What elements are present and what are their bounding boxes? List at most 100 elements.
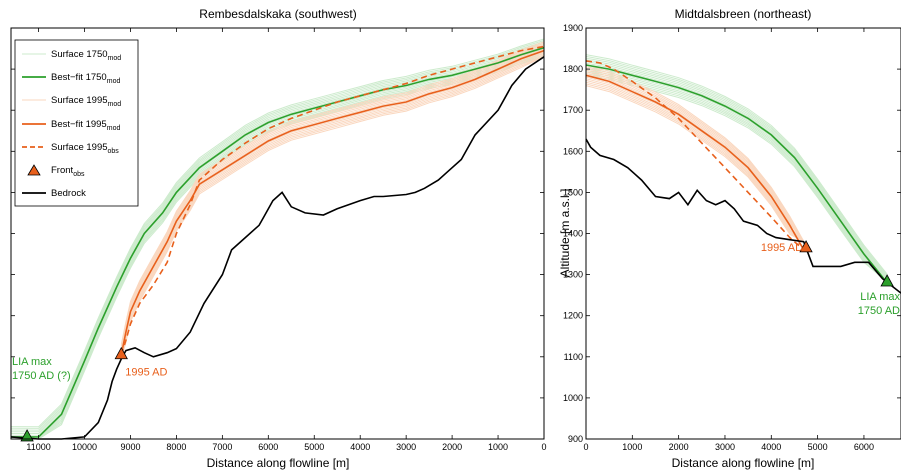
y-tick-label: 1200 bbox=[563, 311, 583, 321]
legend-label-surf1750: Surface 1750mod bbox=[51, 49, 121, 62]
legend-label-surf1995: Surface 1995mod bbox=[51, 95, 121, 108]
series-bedrock bbox=[585, 138, 901, 294]
y-tick-label: 1700 bbox=[563, 105, 583, 115]
ensemble-line bbox=[585, 64, 805, 242]
ensemble-line bbox=[585, 73, 888, 283]
y-axis-label-right: Altitude [m a.s.l.] bbox=[558, 189, 572, 278]
ensemble-line bbox=[120, 41, 545, 345]
y-tick-label: 900 bbox=[568, 434, 583, 444]
y-ticks-left bbox=[11, 68, 544, 399]
ensemble-line bbox=[120, 53, 545, 359]
y-tick-label: 1400 bbox=[563, 229, 583, 239]
ensemble-line bbox=[585, 54, 888, 275]
x-tick-label: 1000 bbox=[488, 442, 508, 452]
series-bedrock bbox=[10, 56, 545, 440]
ensemble-line bbox=[10, 40, 545, 429]
y-tick-label: 1100 bbox=[564, 352, 583, 362]
ensemble-line bbox=[585, 57, 888, 278]
series-layer-left bbox=[10, 45, 545, 440]
x-axis-label-right: Distance along flowline [m] bbox=[672, 456, 815, 470]
front-marker bbox=[880, 274, 894, 287]
series-layer-right bbox=[585, 60, 901, 294]
x-tick-label: 3000 bbox=[396, 442, 416, 452]
ensemble-line bbox=[11, 42, 545, 433]
panel-rembesdalskaka: Rembesdalskaka (southwest) LIA max 1750 A… bbox=[10, 7, 547, 470]
ensemble-line bbox=[120, 56, 545, 360]
ensemble-line bbox=[585, 83, 804, 243]
ensemble-line bbox=[585, 67, 805, 242]
ensemble-line bbox=[585, 69, 805, 242]
ensemble-line bbox=[120, 44, 545, 348]
x-tick-label: 4000 bbox=[350, 442, 370, 452]
x-ticks-left: 11000 10000 9000 8000 7000 6000 5000 4000 3000 20… bbox=[26, 28, 547, 452]
ensemble-line bbox=[120, 54, 545, 360]
series-obs1995 bbox=[120, 45, 545, 355]
front-label: LIA max bbox=[12, 356, 52, 368]
x-tick-label: 9000 bbox=[120, 442, 140, 452]
front-marker bbox=[20, 429, 34, 442]
x-tick-label: 2000 bbox=[442, 442, 462, 452]
series-best1995 bbox=[585, 74, 805, 251]
ensemble-line bbox=[120, 47, 545, 352]
ensemble-line bbox=[585, 67, 888, 283]
ensemble-line bbox=[120, 45, 545, 350]
ensemble-line bbox=[120, 51, 545, 357]
ensemble-line bbox=[10, 50, 545, 440]
ensemble-line bbox=[585, 81, 805, 243]
front-label: 1995 AD bbox=[761, 242, 803, 254]
x-tick-label: 11000 bbox=[26, 442, 50, 452]
ensemble-line bbox=[120, 55, 545, 360]
ensemble-line bbox=[120, 42, 545, 347]
ensemble-line bbox=[585, 61, 888, 281]
fronts-layer-right: 1995 AD LIA max 1750 AD bbox=[761, 240, 900, 317]
x-tick-label: 6000 bbox=[854, 442, 874, 452]
front-label: 1750 AD (?) bbox=[12, 370, 71, 382]
chart-title-right: Midtdalsbreen (northeast) bbox=[675, 7, 812, 21]
x-tick-label: 8000 bbox=[166, 442, 186, 452]
legend-label-bedrock: Bedrock bbox=[51, 188, 86, 199]
x-tick-label: 7000 bbox=[212, 442, 232, 452]
ensemble-line bbox=[10, 51, 545, 440]
ensemble-line bbox=[585, 66, 888, 283]
front-marker bbox=[799, 240, 813, 253]
x-tick-label: 5000 bbox=[808, 442, 828, 452]
front-label: LIA max bbox=[860, 291, 900, 303]
series-obs1995 bbox=[585, 60, 805, 251]
ensemble-line bbox=[585, 76, 805, 243]
x-tick-label: 0 bbox=[583, 442, 588, 452]
ensemble-line bbox=[10, 38, 545, 428]
panel-midtdalsbreen: Midtdalsbreen (northeast) 1995 AD LIA max… bbox=[558, 7, 901, 470]
front-label: 1995 AD bbox=[125, 367, 167, 379]
series-best1750 bbox=[585, 64, 888, 284]
y-tick-label: 1300 bbox=[563, 270, 583, 280]
y-tick-label: 1900 bbox=[563, 23, 583, 33]
ensemble-line bbox=[585, 79, 805, 243]
y-ticks-right: 900 1000 1100 1200 1300 1400 1500 1600 1700 1800 1… bbox=[563, 23, 901, 444]
x-tick-label: 1000 bbox=[622, 442, 642, 452]
legend-label-front: Frontobs bbox=[51, 165, 85, 178]
ensemble-line bbox=[585, 78, 805, 243]
legend-box bbox=[14, 39, 139, 207]
x-tick-label: 3000 bbox=[715, 442, 735, 452]
legend-label-best1995: Best−fit 1995mod bbox=[51, 119, 120, 132]
y-tick-label: 1500 bbox=[563, 187, 583, 197]
ensemble-line bbox=[585, 71, 888, 283]
ensemble-line bbox=[585, 59, 888, 279]
ensemble-line bbox=[585, 73, 805, 243]
x-tick-label: 0 bbox=[541, 442, 546, 452]
front-marker bbox=[114, 346, 128, 360]
x-tick-label: 6000 bbox=[258, 442, 278, 452]
series-best1995 bbox=[120, 49, 545, 355]
y-tick-label: 1000 bbox=[563, 393, 583, 403]
x-axis-label-left: Distance along flowline [m] bbox=[207, 456, 350, 470]
ensemble-line bbox=[10, 41, 545, 431]
ensemble-line bbox=[585, 69, 888, 283]
legend-label-obs1995: Surface 1995obs bbox=[51, 142, 119, 155]
ensemble-layer-right bbox=[585, 54, 888, 283]
ensemble-line bbox=[11, 44, 545, 434]
legend-front-triangle-icon bbox=[27, 164, 41, 176]
legend: Surface 1750mod Best−fit 1750mod Surface… bbox=[14, 39, 139, 207]
fronts-layer-left: LIA max 1750 AD (?) 1995 AD bbox=[12, 346, 168, 442]
front-label: 1750 AD bbox=[858, 305, 900, 317]
